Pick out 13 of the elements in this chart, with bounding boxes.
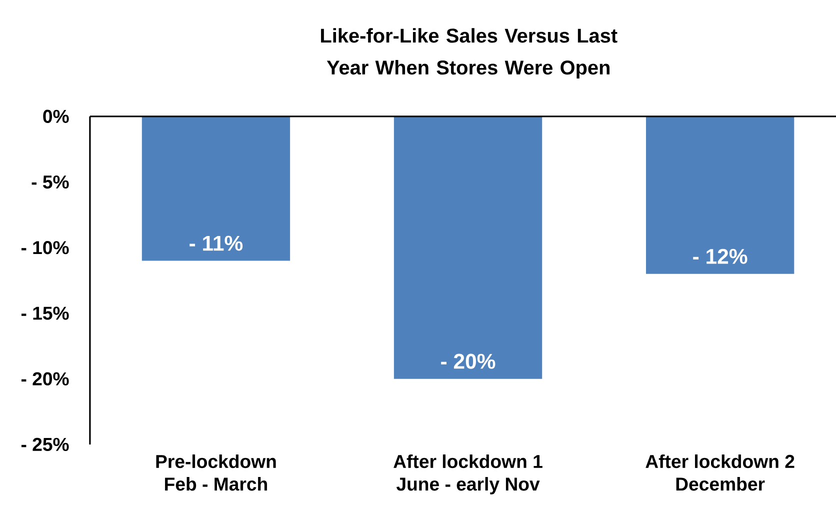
data-label: - 20% <box>441 354 496 369</box>
data-label: - 11% <box>190 236 243 251</box>
y-tick-label: - 10% <box>21 241 69 254</box>
y-tick-label: - 5% <box>32 175 69 189</box>
y-tick-label: 0% <box>43 110 69 124</box>
x-tick-label: After lockdown 1 June - early Nov <box>394 454 542 494</box>
x-tick-label: Pre-lockdown Feb - March <box>156 454 276 491</box>
x-tick-label: After lockdown 2 December <box>646 454 794 491</box>
chart-title: Like-for-Like Sales Versus Last Year When Stores Were Open <box>321 28 618 79</box>
data-label: - 12% <box>693 248 748 264</box>
y-tick-label: - 20% <box>21 372 69 386</box>
y-tick-label: - 15% <box>21 306 69 320</box>
y-tick-label: - 25% <box>21 438 69 452</box>
